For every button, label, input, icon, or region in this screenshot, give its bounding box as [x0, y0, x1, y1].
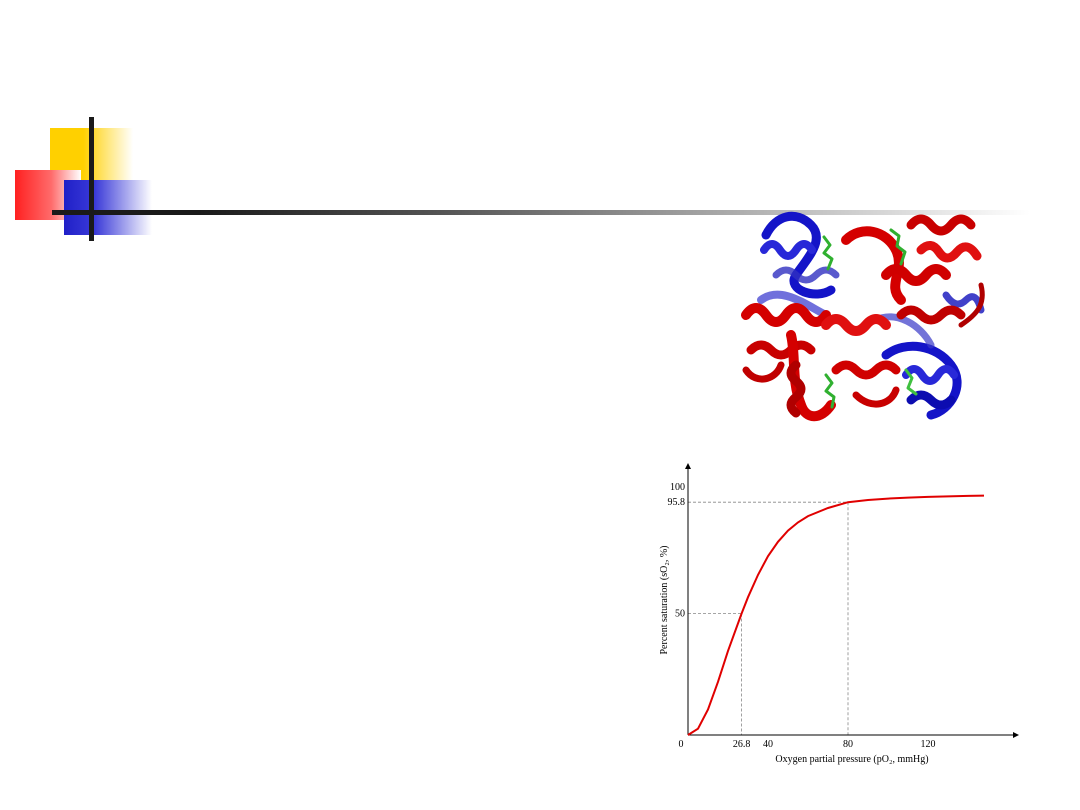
vertical-rule	[89, 117, 94, 241]
blue-square-decoration	[64, 180, 152, 235]
x-tick-label: 40	[763, 739, 773, 750]
y-tick-label: 95.8	[668, 497, 686, 508]
x-tick-label: 120	[921, 739, 936, 750]
x-tick-label: 0	[679, 739, 684, 750]
x-axis-label: Oxygen partial pressure (pO₂, mmHg)	[775, 754, 928, 765]
y-tick-label: 50	[675, 609, 685, 620]
title-underline-rule	[52, 210, 1030, 215]
y-axis-label: Percent saturation (sO₂, %)	[659, 545, 670, 654]
saturation-curve	[687, 494, 985, 736]
x-tick-label: 26.8	[733, 739, 751, 750]
x-tick-labels: 0 26.8 40 80 120	[679, 739, 936, 750]
x-tick-label: 80	[843, 739, 853, 750]
hemoglobin-structure-image	[741, 211, 985, 422]
y-tick-label: 100	[670, 482, 685, 493]
oxygen-saturation-chart: 0 26.8 40 80 120 50 95.8 100 Oxygen partial pr…	[659, 463, 1019, 765]
y-tick-labels: 50 95.8 100	[668, 482, 686, 620]
reference-lines	[688, 501, 849, 735]
